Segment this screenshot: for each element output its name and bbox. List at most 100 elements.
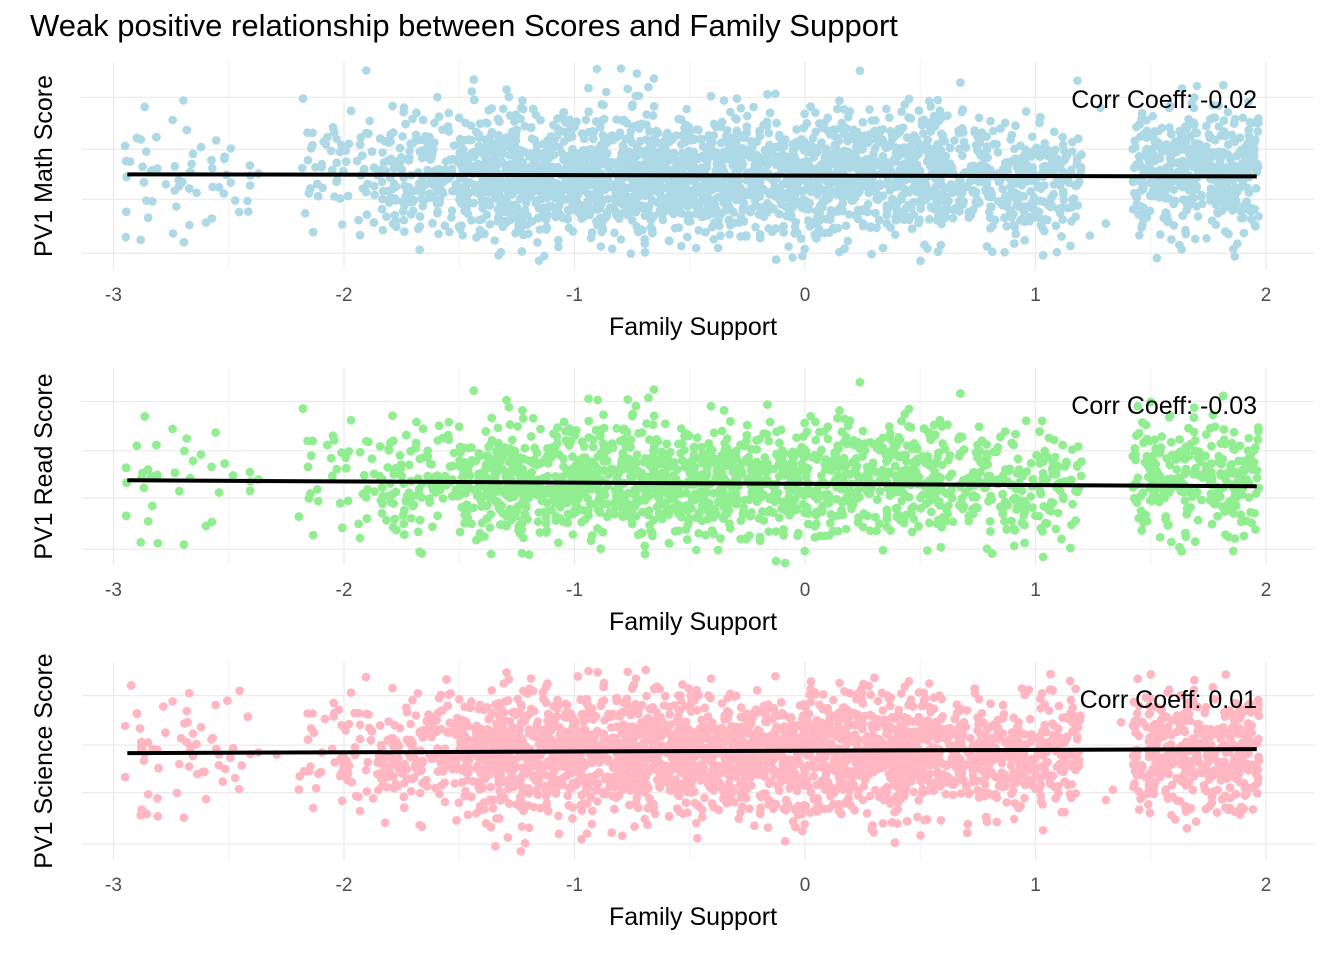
data-point bbox=[914, 218, 923, 228]
data-point bbox=[713, 243, 723, 253]
data-point bbox=[839, 146, 849, 156]
data-point bbox=[579, 134, 589, 143]
data-point bbox=[736, 104, 746, 113]
data-point bbox=[120, 141, 130, 151]
data-point bbox=[833, 223, 843, 233]
data-point bbox=[414, 224, 423, 233]
data-point bbox=[303, 128, 312, 137]
data-point bbox=[894, 124, 904, 134]
data-point bbox=[447, 206, 457, 215]
data-point bbox=[987, 202, 996, 212]
data-point bbox=[769, 157, 779, 167]
data-point bbox=[445, 227, 454, 237]
data-point bbox=[539, 251, 549, 261]
data-point bbox=[1137, 223, 1146, 232]
data-point bbox=[985, 213, 995, 222]
data-point bbox=[362, 66, 371, 75]
data-point bbox=[508, 144, 518, 154]
data-point bbox=[1136, 202, 1146, 211]
data-point bbox=[398, 132, 407, 141]
data-point bbox=[584, 83, 593, 93]
data-point bbox=[1012, 163, 1022, 172]
data-point bbox=[369, 218, 379, 227]
data-point bbox=[1175, 127, 1184, 136]
data-point bbox=[1229, 244, 1238, 254]
data-point bbox=[732, 94, 742, 103]
data-point bbox=[958, 151, 967, 160]
data-point bbox=[1073, 76, 1082, 85]
data-point bbox=[626, 249, 636, 258]
data-point bbox=[597, 116, 607, 125]
data-point bbox=[1192, 81, 1202, 91]
data-point bbox=[505, 111, 515, 120]
data-point bbox=[916, 256, 925, 266]
data-point bbox=[911, 161, 921, 170]
data-point bbox=[677, 241, 686, 251]
data-point bbox=[1011, 121, 1020, 130]
data-point bbox=[478, 176, 488, 185]
data-point bbox=[226, 178, 235, 187]
data-point bbox=[627, 102, 637, 111]
data-point bbox=[405, 153, 414, 163]
data-point bbox=[925, 96, 934, 106]
data-point bbox=[362, 210, 372, 219]
data-point bbox=[536, 115, 545, 125]
data-point bbox=[823, 126, 833, 136]
data-point bbox=[890, 230, 900, 239]
data-point bbox=[1085, 231, 1095, 240]
data-point bbox=[1181, 135, 1191, 144]
data-point bbox=[802, 199, 812, 209]
data-point bbox=[716, 231, 725, 240]
data-point bbox=[649, 140, 659, 149]
data-point bbox=[458, 145, 468, 154]
data-point bbox=[632, 143, 642, 152]
data-point bbox=[623, 84, 632, 94]
data-point bbox=[172, 202, 181, 211]
data-point bbox=[1066, 241, 1075, 251]
data-point bbox=[1009, 239, 1019, 248]
data-point bbox=[811, 108, 820, 117]
data-point bbox=[777, 200, 786, 209]
data-point bbox=[1191, 128, 1200, 137]
data-point bbox=[909, 210, 919, 220]
data-point bbox=[475, 119, 485, 128]
data-point bbox=[1143, 166, 1153, 176]
data-point bbox=[844, 190, 854, 199]
data-point bbox=[175, 181, 184, 191]
data-point bbox=[417, 194, 426, 204]
data-point bbox=[901, 150, 911, 159]
data-point bbox=[207, 155, 216, 165]
data-point bbox=[1063, 203, 1073, 213]
data-point bbox=[626, 127, 636, 136]
data-point bbox=[788, 253, 797, 262]
data-point bbox=[893, 206, 903, 216]
data-point bbox=[474, 130, 484, 139]
data-point bbox=[1235, 183, 1245, 193]
data-point bbox=[341, 157, 351, 166]
data-point bbox=[763, 90, 772, 99]
data-point bbox=[749, 102, 758, 112]
data-point bbox=[1191, 234, 1200, 244]
data-point bbox=[976, 161, 985, 170]
data-point bbox=[390, 211, 400, 220]
data-point bbox=[415, 212, 425, 221]
data-point bbox=[463, 198, 472, 208]
data-point bbox=[1229, 205, 1238, 214]
data-point bbox=[418, 115, 428, 125]
data-point bbox=[1155, 230, 1165, 239]
data-point bbox=[755, 192, 764, 201]
data-point bbox=[1219, 116, 1229, 125]
data-point bbox=[765, 201, 774, 211]
data-point bbox=[900, 163, 910, 172]
data-point bbox=[1002, 221, 1011, 231]
data-point bbox=[1229, 119, 1239, 128]
data-point bbox=[355, 140, 365, 149]
data-point bbox=[136, 235, 145, 245]
data-point bbox=[594, 201, 603, 211]
data-point bbox=[1145, 206, 1155, 216]
data-point bbox=[518, 96, 527, 105]
data-point bbox=[1021, 107, 1031, 116]
data-point bbox=[405, 146, 414, 156]
data-point bbox=[989, 126, 998, 136]
data-point bbox=[1010, 144, 1019, 154]
